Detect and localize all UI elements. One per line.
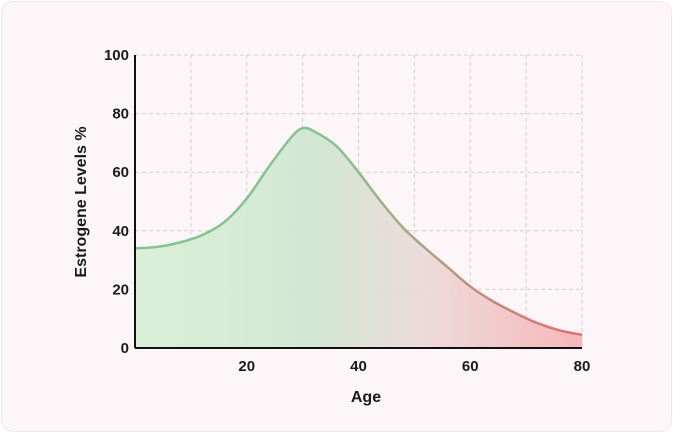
data-point	[535, 321, 539, 325]
data-point	[267, 164, 271, 168]
y-axis-label: Estrogene Levels %	[73, 126, 90, 277]
data-point	[222, 220, 226, 224]
area-fill	[135, 127, 582, 348]
y-tick-label: 0	[121, 340, 129, 357]
y-tick-label: 60	[112, 164, 129, 181]
series-line	[134, 126, 583, 337]
x-tick-label: 20	[238, 358, 255, 375]
data-point	[446, 265, 450, 269]
y-tick-label: 20	[112, 281, 129, 298]
y-tick-labels: 0 20 40 60 80 100	[104, 47, 129, 357]
data-point	[580, 333, 584, 337]
x-tick-label: 80	[574, 358, 591, 375]
x-tick-labels: 20 40 60 80	[238, 358, 590, 375]
x-tick-label: 40	[350, 358, 367, 375]
x-tick-label: 60	[462, 358, 479, 375]
y-tick-label: 100	[104, 47, 129, 64]
data-point	[424, 246, 428, 250]
data-point	[312, 129, 316, 133]
data-point	[245, 197, 249, 201]
y-tick-label: 80	[112, 106, 129, 123]
data-point	[401, 226, 405, 230]
data-point	[491, 299, 495, 303]
data-point	[379, 200, 383, 204]
data-point	[301, 126, 305, 130]
grid-lines	[134, 54, 583, 348]
x-axis-label: Age	[351, 389, 381, 406]
data-point	[513, 311, 517, 315]
data-point	[200, 233, 204, 237]
data-point	[178, 241, 182, 245]
data-point	[334, 144, 338, 148]
data-point	[155, 245, 159, 249]
y-tick-label: 40	[112, 223, 129, 240]
data-point	[558, 328, 562, 332]
data-point	[289, 135, 293, 139]
data-point	[468, 284, 472, 288]
data-point	[357, 170, 361, 174]
